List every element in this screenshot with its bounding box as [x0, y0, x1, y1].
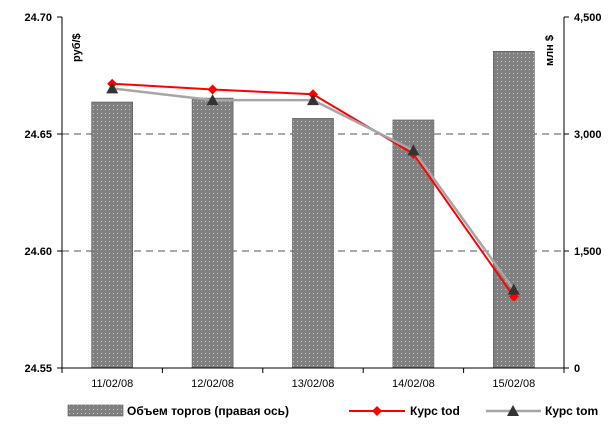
y-left-tick-label: 24.65: [24, 129, 52, 141]
legend-marker-kurs-tod: [372, 406, 382, 416]
legend-label-kurs-tom: Курс tom: [545, 404, 598, 418]
y-left-tick-label: 24.60: [24, 246, 52, 258]
tick-labels: 24.55 24.60 24.65 24.70 0 1,500 3,000 4,500 11/0…: [24, 12, 601, 390]
bar: [292, 118, 334, 369]
axes: [57, 16, 569, 373]
y-right-tick-label: 0: [574, 363, 580, 375]
bar: [492, 51, 535, 369]
marker-kurs-tod: [207, 84, 218, 95]
y-right-tick-label: 4,500: [574, 12, 602, 24]
marker-kurs-tom: [507, 283, 520, 295]
y-right-unit-label: млн $: [544, 35, 556, 66]
x-tick-label: 11/02/08: [91, 378, 133, 390]
legend-marker-kurs-tom: [507, 405, 519, 416]
x-tick-label: 13/02/08: [292, 378, 335, 390]
marker-kurs-tom: [206, 94, 219, 106]
marker-kurs-tom: [106, 82, 119, 94]
x-tick-label: 12/02/08: [191, 378, 234, 390]
x-tick-label: 15/02/08: [492, 378, 535, 390]
legend-label-kurs-tod: Курс tod: [410, 404, 460, 418]
x-tick-label: 14/02/08: [392, 378, 435, 390]
y-right-tick-label: 1,500: [574, 246, 602, 258]
bar-series: [91, 51, 535, 369]
y-left-unit-label: руб/$: [71, 33, 83, 62]
bar: [191, 97, 234, 369]
y-right-tick-label: 3,000: [574, 129, 602, 141]
line-series: [106, 78, 520, 302]
legend-label-volume: Объем торгов (правая ось): [127, 404, 289, 418]
y-left-tick-label: 24.70: [24, 12, 52, 24]
legend: Объем торгов (правая ось) Курс tod Курс to…: [67, 404, 598, 418]
bar: [91, 101, 133, 369]
legend-swatch-volume: [67, 404, 124, 417]
marker-kurs-tom: [307, 94, 319, 106]
y-left-tick-label: 24.55: [24, 363, 52, 375]
marker-kurs-tom: [407, 144, 420, 156]
bar: [392, 119, 435, 369]
